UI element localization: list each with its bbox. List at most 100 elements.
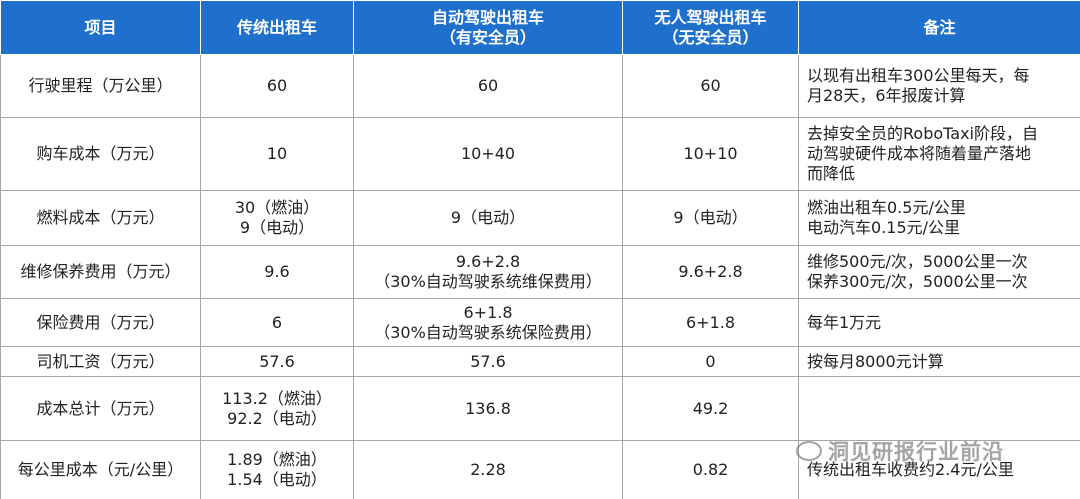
cell-line: 0.82	[692, 460, 729, 479]
cell-line: 电动汽车0.15元/公里	[807, 218, 961, 237]
cell-line: 9（电动）	[239, 218, 315, 237]
cell-line: 自动驾驶出租车	[431, 7, 544, 27]
cell-line: （30%自动驾驶系统保险费用）	[374, 322, 602, 342]
cell-line: 传统出租车	[236, 17, 317, 37]
cell-line: 113.2（燃油）	[222, 388, 332, 408]
table-cell: 6	[200, 298, 354, 347]
table-cell: 113.2（燃油） 92.2（电动）	[200, 376, 354, 441]
table-row: 维修保养费用（万元） 9.6 9.6+2.8 （30%自动驾驶系统维保费用） 9.6+2…	[0, 245, 1080, 299]
cell-line: 6	[271, 312, 283, 332]
cell-line: 60	[477, 76, 499, 95]
cell-line: 9（电动）	[450, 208, 526, 227]
header-cell: 备注	[798, 0, 1080, 55]
cell-line: 燃料成本（万元）	[36, 208, 165, 227]
header-cell: 自动驾驶出租车 （有安全员）	[353, 0, 623, 55]
table-cell: 49.2	[622, 376, 799, 441]
table-cell: 10	[200, 117, 354, 191]
cell-line: 燃油出租车0.5元/公里	[807, 198, 966, 217]
cell-line: 而降低	[807, 164, 856, 183]
table-cell: 60	[622, 54, 799, 118]
table-cell: 9.6+2.8 （30%自动驾驶系统维保费用）	[353, 245, 623, 299]
header-cell: 传统出租车	[200, 0, 354, 55]
table-cell: 9.6+2.8	[622, 245, 799, 299]
cell-line: 9.6	[264, 262, 290, 281]
cell-line: 项目	[84, 17, 117, 37]
table-cell: 9（电动）	[353, 190, 623, 246]
cell-line: 月28天，6年报废计算	[807, 86, 966, 105]
header-row: 项目 传统出租车 自动驾驶出租车 （有安全员） 无人驾驶出租车 （无安全员） 备注	[0, 0, 1080, 55]
header-cell: 无人驾驶出租车 （无安全员）	[622, 0, 799, 55]
table-cell: 保险费用（万元）	[0, 298, 201, 347]
table-cell: 1.89（燃油） 1.54（电动）	[200, 440, 354, 499]
cell-line: （有安全员）	[439, 27, 536, 47]
table-cell: 9（电动）	[622, 190, 799, 246]
cell-line: 每公里成本（元/公里）	[17, 460, 184, 479]
cell-line: 1.54（电动）	[227, 470, 327, 489]
table-cell: 0.82	[622, 440, 799, 499]
cell-line: （无安全员）	[662, 27, 759, 47]
table-cell: 维修500元/次，5000公里一次 保养300元/次，5000公里一次	[798, 245, 1080, 299]
table-row: 购车成本（万元） 10 10+40 10+10 去掉安全员的RoboTaxi阶段，自 动驾…	[0, 117, 1080, 191]
cell-line: 57.6	[259, 351, 295, 371]
cell-line: 10	[266, 144, 288, 163]
table-cell: 60	[200, 54, 354, 118]
cell-line: 维修保养费用（万元）	[20, 262, 181, 281]
table-cell: 按每月8000元计算	[798, 346, 1080, 377]
cell-line: 成本总计（万元）	[36, 398, 165, 418]
table-cell: 以现有出租车300公里每天，每 月28天，6年报废计算	[798, 54, 1080, 118]
table-row: 成本总计（万元） 113.2（燃油） 92.2（电动） 136.8 49.2	[0, 376, 1080, 441]
table-cell: 维修保养费用（万元）	[0, 245, 201, 299]
cell-line: 司机工资（万元）	[36, 351, 165, 371]
cell-line: 无人驾驶出租车	[654, 7, 767, 27]
cell-line: 136.8	[465, 398, 511, 418]
cell-line: 传统出租车收费约2.4元/公里	[807, 460, 1014, 479]
cell-line: 10+10	[683, 144, 738, 163]
cell-line: 92.2（电动）	[227, 408, 327, 428]
table-row: 司机工资（万元） 57.6 57.6 0 按每月8000元计算	[0, 346, 1080, 377]
table-cell: 10+40	[353, 117, 623, 191]
cell-line: 60	[266, 76, 288, 95]
table-cell: 9.6	[200, 245, 354, 299]
table-cell: 传统出租车收费约2.4元/公里	[798, 440, 1080, 499]
table-cell: 136.8	[353, 376, 623, 441]
table-cell: 行驶里程（万公里）	[0, 54, 201, 118]
cell-line: 0	[705, 351, 716, 371]
table-cell: 购车成本（万元）	[0, 117, 201, 191]
cell-line: 30（燃油）	[234, 198, 320, 217]
table-cell: 成本总计（万元）	[0, 376, 201, 441]
cell-line: 购车成本（万元）	[36, 144, 165, 163]
cell-line: 去掉安全员的RoboTaxi阶段，自	[807, 124, 1038, 143]
cell-line: 9（电动）	[673, 208, 748, 227]
cell-line: 6+1.8	[463, 302, 513, 322]
cell-line: 每年1万元	[807, 312, 882, 332]
table-cell: 10+10	[622, 117, 799, 191]
cell-line: 2.28	[470, 460, 506, 479]
cell-line: 维修500元/次，5000公里一次	[807, 252, 1028, 271]
table-cell: 30（燃油） 9（电动）	[200, 190, 354, 246]
cell-line: 9.6+2.8	[455, 252, 521, 271]
cell-line: 9.6+2.8	[678, 262, 743, 281]
table-cell: 6+1.8	[622, 298, 799, 347]
cell-line: 保养300元/次，5000公里一次	[807, 272, 1028, 291]
table-cell: 燃料成本（万元）	[0, 190, 201, 246]
table-cell: 57.6	[353, 346, 623, 377]
table-cell: 燃油出租车0.5元/公里 电动汽车0.15元/公里	[798, 190, 1080, 246]
table-cell: 司机工资（万元）	[0, 346, 201, 377]
cell-line: 6+1.8	[685, 312, 736, 332]
cell-line: 49.2	[692, 398, 729, 418]
cell-line: 60	[700, 76, 721, 95]
cell-line: 备注	[923, 17, 956, 37]
table-cell: 每公里成本（元/公里）	[0, 440, 201, 499]
cell-line: 1.89（燃油）	[227, 450, 327, 469]
cell-line: 行驶里程（万公里）	[28, 76, 173, 95]
table-cell: 去掉安全员的RoboTaxi阶段，自 动驾驶硬件成本将随着量产落地 而降低	[798, 117, 1080, 191]
table-row: 保险费用（万元） 6 6+1.8 （30%自动驾驶系统保险费用） 6+1.8 每年1万元	[0, 298, 1080, 347]
table-row: 行驶里程（万公里） 60 60 60 以现有出租车300公里每天，每 月28天，6年报废计…	[0, 54, 1080, 118]
cell-line: （30%自动驾驶系统维保费用）	[374, 272, 602, 291]
cell-line: 57.6	[470, 351, 506, 371]
table-cell	[798, 376, 1080, 441]
cell-line: 保险费用（万元）	[36, 312, 165, 332]
header-cell: 项目	[0, 0, 201, 55]
